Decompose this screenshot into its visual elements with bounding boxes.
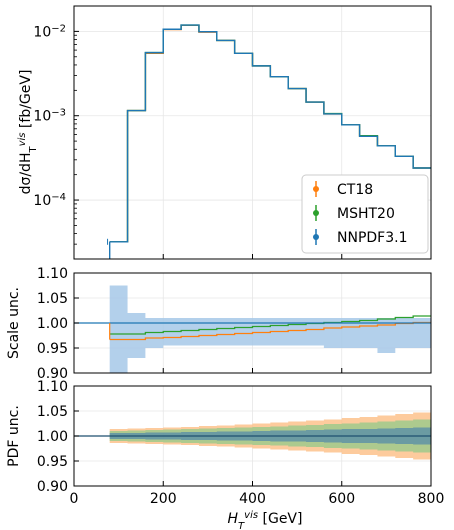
legend-dot-msht20 [313, 210, 319, 216]
legend-item-msht20: MSHT20 [313, 205, 395, 222]
pdf-ytick-label-1: 1.05 [37, 404, 68, 420]
xtick-label-4: 800 [418, 491, 445, 507]
pdf-ytick-label-3: 0.95 [37, 454, 68, 470]
legend-dot-ct18 [313, 186, 319, 192]
main-panel: 10−2 10−3 10−4 [33, 5, 432, 260]
legend-label-nnpdf: NNPDF3.1 [337, 230, 408, 246]
scale-ytick-label-0: 1.10 [37, 266, 68, 282]
scale-series-msht20 [109, 315, 431, 335]
scale-ylabel: Scale unc. [6, 287, 22, 359]
xtick-label-1: 200 [150, 491, 177, 507]
legend-box [301, 174, 429, 254]
scale-ytick-label-2: 1.00 [37, 316, 68, 332]
legend-dot-nnpdf [313, 234, 319, 240]
legend-label-ct18: CT18 [337, 182, 373, 198]
legend-item-nnpdf: NNPDF3.1 [313, 229, 408, 246]
pdf-ytick-label-2: 1.00 [37, 429, 68, 445]
scale-ytick-label-3: 0.95 [37, 341, 68, 357]
legend-label-msht20: MSHT20 [337, 206, 395, 222]
scale-ytick-label-1: 1.05 [37, 291, 68, 307]
scale-band-nnpdf [109, 285, 431, 373]
xtick-label-0: 0 [70, 491, 79, 507]
legend: CT18 MSHT20 NNPDF3.1 [301, 174, 429, 254]
scale-panel: 1.10 1.05 1.00 0.95 0.90 [37, 266, 432, 382]
main-ytick-label-1: 10−3 [33, 107, 66, 125]
pdf-ylabel: PDF unc. [6, 405, 22, 467]
pdf-ytick-label-0: 1.10 [37, 379, 68, 395]
main-ytick-label-2: 10−4 [33, 192, 66, 210]
scale-series-ct18 [109, 321, 431, 341]
pdf-ytick-label-4: 0.90 [37, 479, 68, 495]
main-series-nnpdf31 [109, 24, 431, 243]
xtick-label-3: 600 [328, 491, 355, 507]
scale-ytick-label-4: 0.90 [37, 366, 68, 382]
main-ytick-label-0: 10−2 [33, 23, 66, 41]
xlabel: HTvis [GeV] [228, 510, 303, 530]
main-ylabel: dσ/dHTvis [fb/GeV] [17, 70, 39, 195]
legend-item-ct18: CT18 [313, 181, 373, 198]
pdf-panel: 1.10 1.05 1.00 0.95 0.900 200 400 600 800 [37, 379, 445, 507]
xtick-label-2: 400 [239, 491, 266, 507]
